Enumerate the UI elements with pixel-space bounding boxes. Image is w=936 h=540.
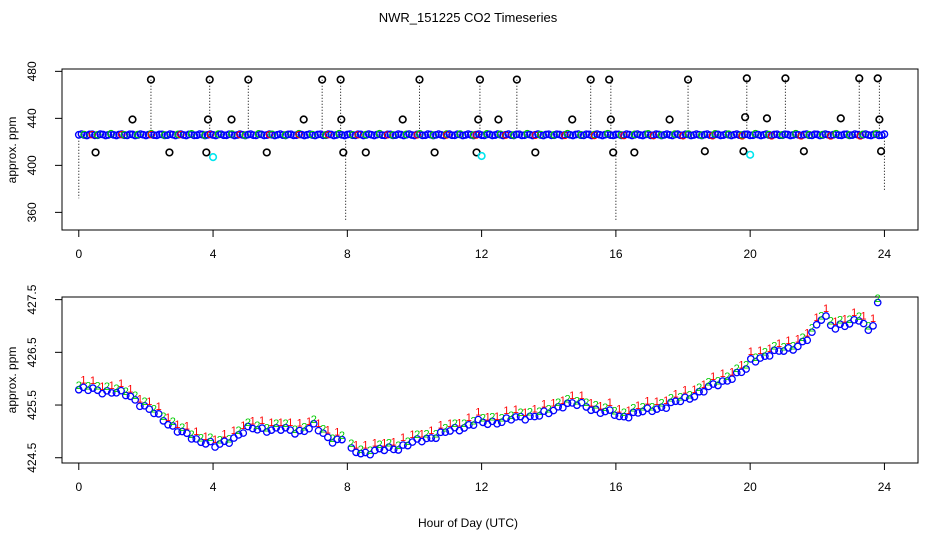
bottom-y-tick-label: 426.5 [25,337,39,367]
top-x-tick-label: 24 [878,247,892,261]
bottom-y-axis-label: approx. ppm [5,347,19,414]
top-y-tick-label: 400 [25,155,39,175]
data-point [205,116,212,123]
data-point [92,149,99,156]
data-point [837,115,844,122]
data-point [878,148,885,155]
data-point [747,151,754,158]
top-x-tick-label: 4 [210,247,217,261]
data-point [416,76,423,83]
data-point [399,116,406,123]
top-x-tick-label: 20 [743,247,757,261]
top-plot-marks [76,75,888,222]
top-y-tick-label: 480 [25,61,39,81]
top-y-tick-label: 440 [25,108,39,128]
data-point [210,154,217,161]
bottom-x-tick-label: 20 [743,480,757,494]
bottom-x-tick-label: 16 [609,480,623,494]
data-point [874,75,881,82]
top-y-tick-label: 360 [25,202,39,222]
top-x-tick-label: 12 [475,247,489,261]
data-point [337,76,344,83]
data-point [666,116,673,123]
data-point [742,114,749,121]
bottom-x-tick-label: 8 [344,480,351,494]
series-point: 1 [823,303,829,315]
bottom-x-tick-label: 0 [75,480,82,494]
data-point [764,115,771,122]
data-point [569,116,576,123]
data-point [300,116,307,123]
data-point [631,149,638,156]
bottom-y-tick-label: 424.5 [25,442,39,472]
top-plot-frame [62,69,918,230]
data-point [475,116,482,123]
data-point [702,148,709,155]
bottom-y-tick-label: 425.5 [25,390,39,420]
top-y-axis: 360 400 440 480 [25,61,62,222]
bottom-plot-marks: 2121212121212121212121212121212121212121… [76,293,881,458]
data-point [532,149,539,156]
data-point [801,148,808,155]
top-x-tick-label: 8 [344,247,351,261]
top-x-tick-label: 16 [609,247,623,261]
bottom-y-tick-label: 427.5 [25,284,39,314]
data-point [477,76,484,83]
series-point: 1 [870,313,876,325]
bottom-x-axis: 0 4 8 12 16 20 24 [75,463,891,494]
data-point [228,116,235,123]
data-point [610,149,617,156]
top-panel: 0 4 8 12 16 20 24 360 400 440 480 approx. ppm [5,61,918,261]
bottom-x-tick-label: 24 [878,480,892,494]
data-point [606,76,613,83]
data-point [340,149,347,156]
top-y-axis-label: approx. ppm [5,117,19,184]
series-point: 2 [339,430,345,442]
bottom-panel: 2121212121212121212121212121212121212121… [5,284,918,530]
series-point: 2 [875,293,881,305]
data-point [740,148,747,155]
data-point [478,153,485,160]
data-point [263,149,270,156]
data-point [338,116,345,123]
data-point [362,149,369,156]
data-point [495,116,502,123]
figure: NWR_151225 CO2 Timeseries 0 4 8 12 16 20 24 36… [0,0,936,540]
bottom-x-axis-label: Hour of Day (UTC) [418,516,518,530]
data-point [203,149,210,156]
data-point [166,149,173,156]
bottom-x-tick-label: 4 [210,480,217,494]
data-point [431,149,438,156]
chart-title: NWR_151225 CO2 Timeseries [379,10,558,25]
top-x-tick-label: 0 [75,247,82,261]
bottom-x-tick-label: 12 [475,480,489,494]
data-point [129,116,136,123]
bottom-y-axis: 424.5 425.5 426.5 427.5 [25,284,62,472]
top-x-axis: 0 4 8 12 16 20 24 [75,230,891,261]
